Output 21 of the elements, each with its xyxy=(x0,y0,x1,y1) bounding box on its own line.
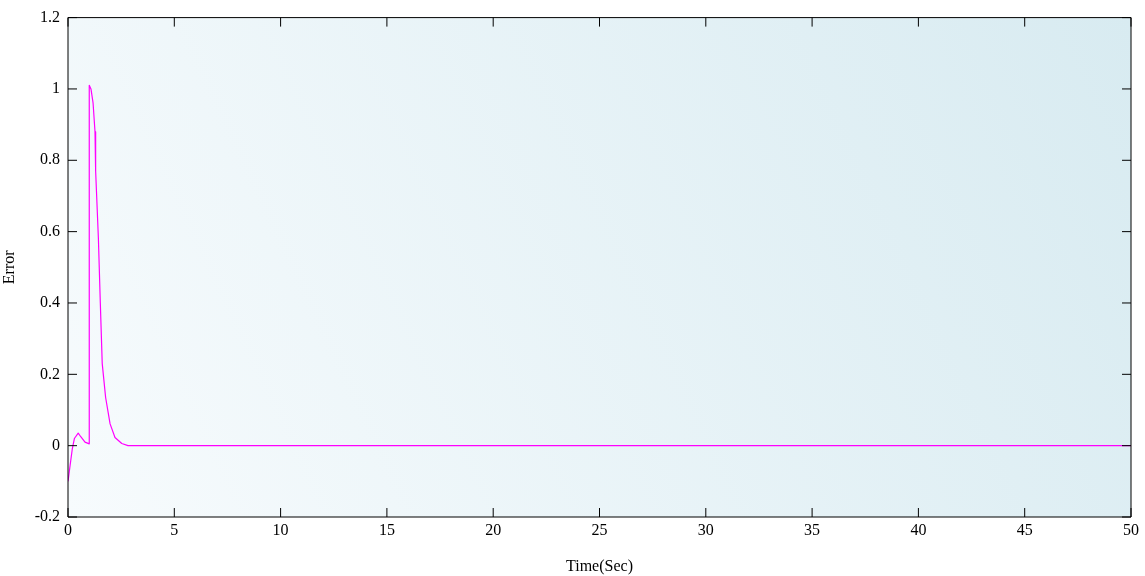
y-tick-label: 0.8 xyxy=(40,150,60,168)
x-tick-label: 10 xyxy=(272,520,289,538)
x-tick-label: 5 xyxy=(170,520,179,538)
y-tick-label: 0 xyxy=(52,435,60,453)
x-tick-label: 50 xyxy=(1123,520,1139,538)
x-tick-label: 20 xyxy=(485,520,502,538)
y-tick-label: 0.6 xyxy=(40,221,60,239)
x-tick-label: 40 xyxy=(910,520,927,538)
x-tick-label: 30 xyxy=(697,520,714,538)
x-tick-label: 25 xyxy=(591,520,608,538)
y-tick-label: 0.2 xyxy=(40,364,60,382)
x-tick-label: 0 xyxy=(64,520,72,538)
x-tick-label: 35 xyxy=(804,520,821,538)
x-tick-label: 15 xyxy=(378,520,395,538)
y-tick-label: 1.2 xyxy=(40,7,60,25)
x-axis-title: Time(Sec) xyxy=(566,556,633,575)
y-tick-label: 1 xyxy=(52,79,60,97)
y-tick-label: -0.2 xyxy=(34,507,60,525)
y-tick-label: 0.4 xyxy=(40,293,60,311)
y-axis-title: Error xyxy=(0,249,17,285)
x-tick-label: 45 xyxy=(1016,520,1033,538)
